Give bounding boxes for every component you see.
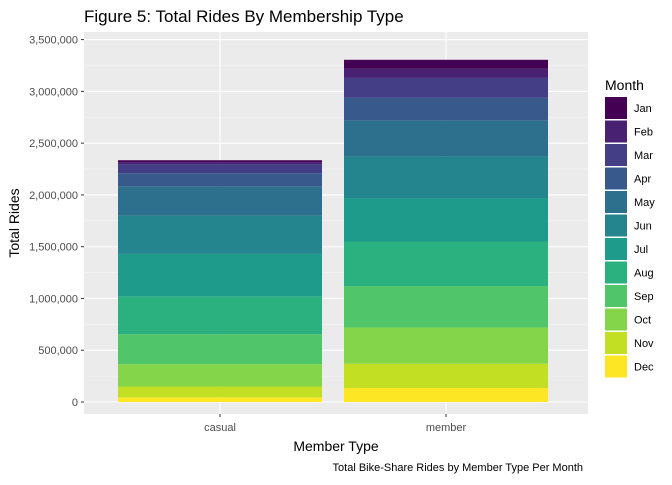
legend-label-may: May (634, 197, 655, 209)
legend-label-jan: Jan (634, 103, 652, 115)
legend-label-nov: Nov (634, 338, 654, 350)
axis-layer: 0 500,000 1,000,000 1,500,000 2,000,000 2,500… (29, 35, 466, 434)
legend-swatch-may (605, 191, 627, 213)
legend-label-oct: Oct (634, 315, 651, 327)
bar-segment-casual-jun (118, 215, 322, 254)
legend-label-aug: Aug (634, 268, 654, 280)
bar-segment-member-dec (344, 388, 548, 402)
legend-swatch-jul (605, 238, 627, 260)
chart-caption: Total Bike-Share Rides by Member Type Pe… (333, 462, 583, 474)
bar-segment-casual-may (118, 186, 322, 216)
y-tick-label: 500,000 (38, 345, 78, 357)
bar-segment-member-jul (344, 198, 548, 242)
chart-title: Figure 5: Total Rides By Membership Type (84, 7, 404, 26)
y-tick-label: 1,000,000 (29, 293, 78, 305)
bar-segment-casual-jan (118, 160, 322, 163)
bar-segment-member-feb (344, 68, 548, 78)
y-tick-label: 2,000,000 (29, 190, 78, 202)
legend-swatch-sep (605, 285, 627, 307)
bar-segment-member-jan (344, 59, 548, 69)
bar-segment-member-oct (344, 327, 548, 364)
y-tick-label: 3,000,000 (29, 86, 78, 98)
bar-segment-casual-sep (118, 334, 322, 365)
legend-label-mar: Mar (634, 150, 653, 162)
bar-segment-member-may (344, 120, 548, 157)
legend-label-apr: Apr (634, 174, 651, 186)
legend-swatch-jun (605, 214, 627, 237)
bar-segment-casual-jul (118, 253, 322, 297)
bar-segment-casual-feb (118, 162, 322, 165)
legend-swatch-nov (605, 332, 627, 354)
x-tick-label: member (426, 422, 467, 434)
bar-segment-member-jun (344, 156, 548, 199)
bar-segment-casual-aug (118, 296, 322, 335)
legend-label-feb: Feb (634, 127, 653, 139)
bar-segment-casual-dec (118, 397, 322, 402)
legend-swatch-oct (605, 308, 627, 331)
legend-swatch-mar (605, 144, 627, 166)
legend-label-sep: Sep (634, 291, 654, 303)
bar-layer (118, 59, 548, 402)
bar-segment-member-mar (344, 77, 548, 98)
y-tick-label: 2,500,000 (29, 138, 78, 150)
bar-segment-member-apr (344, 97, 548, 121)
legend-label-jun: Jun (634, 221, 652, 233)
legend: Month Jan Feb Mar Apr May Jun Jul Aug Sep Oct Nov De… (605, 77, 655, 378)
bar-segment-casual-nov (118, 386, 322, 398)
y-axis-title: Total Rides (6, 188, 22, 257)
x-tick-label: casual (204, 422, 236, 434)
legend-label-jul: Jul (634, 244, 648, 256)
bar-segment-member-aug (344, 241, 548, 287)
bar-segment-member-sep (344, 286, 548, 328)
bar-segment-member-nov (344, 363, 548, 389)
y-tick-label: 0 (72, 397, 78, 409)
legend-swatch-dec (605, 355, 627, 378)
bar-segment-casual-oct (118, 364, 322, 387)
legend-swatch-jan (605, 97, 627, 119)
y-tick-label: 3,500,000 (29, 35, 78, 47)
legend-swatch-feb (605, 120, 627, 143)
x-axis-title: Member Type (293, 438, 379, 454)
bar-segment-casual-mar (118, 164, 322, 174)
legend-label-dec: Dec (634, 362, 654, 374)
legend-swatch-apr (605, 167, 627, 190)
y-tick-label: 1,500,000 (29, 242, 78, 254)
bar-segment-casual-apr (118, 173, 322, 187)
legend-title: Month (605, 77, 644, 93)
legend-swatch-aug (605, 261, 627, 284)
